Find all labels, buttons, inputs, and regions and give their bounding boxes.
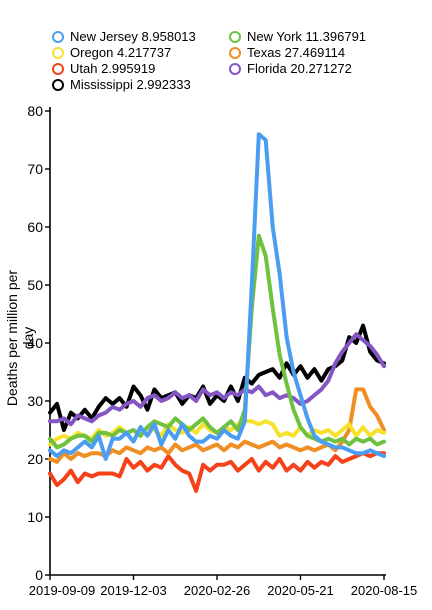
legend-marker-new-jersey [52,30,64,43]
legend-item-florida: Florida 20.271272 [229,61,352,76]
legend-label-oregon: Oregon 4.217737 [70,45,172,60]
legend-marker-mississippi [52,78,64,91]
y-tick-label: 80 [27,103,43,119]
legend-item-new-jersey: New Jersey 8.958013 [52,29,196,44]
legend: New Jersey 8.958013 Oregon 4.217737 Utah… [0,0,432,100]
legend-item-new-york: New York 11.396791 [229,29,366,44]
legend-marker-florida [229,62,241,75]
legend-item-utah: Utah 2.995919 [52,61,155,76]
legend-item-texas: Texas 27.469114 [229,45,345,60]
y-tick-label: 70 [27,161,43,177]
legend-item-mississippi: Mississippi 2.992333 [52,77,191,92]
legend-item-oregon: Oregon 4.217737 [52,45,171,60]
y-tick-label: 0 [35,567,43,583]
y-tick-label: 60 [27,219,43,235]
series-line-new-jersey [48,132,386,461]
legend-label-mississippi: Mississippi 2.992333 [70,77,191,92]
legend-marker-utah [52,62,64,75]
legend-marker-new-york [229,30,241,43]
legend-label-new-jersey: New Jersey 8.958013 [70,29,196,44]
x-tick-label: 2020-08-15 [351,583,418,598]
y-tick-label: 10 [27,509,43,525]
legend-marker-oregon [52,46,64,59]
legend-label-new-york: New York 11.396791 [247,29,367,44]
legend-label-texas: Texas 27.469114 [247,45,346,60]
x-tick-label: 2019-12-03 [100,583,167,598]
x-tick-label: 2020-02-26 [184,583,251,598]
series-line-texas [48,387,386,464]
y-tick-label: 40 [27,335,43,351]
x-tick-label: 2020-05-21 [267,583,334,598]
x-tick-label: 2019-09-09 [29,583,96,598]
legend-label-utah: Utah 2.995919 [70,61,156,76]
y-tick-label: 50 [27,277,43,293]
y-tick-label: 20 [27,451,43,467]
series-line-utah [48,451,386,493]
legend-marker-texas [229,46,241,59]
series-line-new-york [48,233,386,450]
series-line-mississippi [48,323,386,432]
series-line-florida [48,332,386,427]
y-tick-label: 30 [27,393,43,409]
legend-label-florida: Florida 20.271272 [247,61,352,76]
